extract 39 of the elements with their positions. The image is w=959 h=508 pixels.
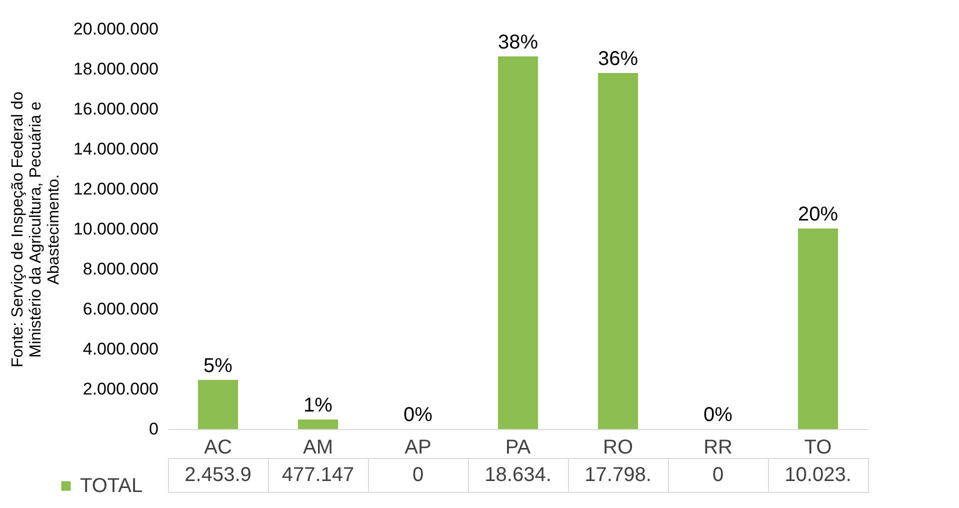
y-tick-label: 2.000.000 [82, 380, 158, 398]
annotation: 38% [498, 31, 538, 54]
annotation: 20% [798, 204, 838, 226]
annotation: 1% [304, 394, 333, 416]
y-tick-label: 16.000.000 [73, 100, 158, 118]
annotation: 36% [598, 48, 638, 70]
y-tick-label: 6.000.000 [82, 300, 158, 318]
y-tick-label: 12.000.000 [73, 180, 158, 198]
bar [298, 419, 338, 429]
x-tick-label: TO [804, 436, 832, 458]
annotation: 0% [704, 404, 733, 426]
bar [498, 56, 538, 429]
annotation: 0% [404, 404, 433, 426]
y-tick-label: 14.000.000 [73, 140, 158, 158]
y-tick-label: 8.000.000 [82, 260, 158, 278]
x-tick-label: AM [303, 436, 333, 458]
text: 477.147 [282, 464, 354, 486]
bar [198, 380, 238, 429]
text: 17.798. [584, 464, 652, 486]
text: 2.453.9 [184, 464, 252, 486]
y-tick-label: 10.000.000 [73, 220, 158, 238]
x-tick-label: RO [603, 436, 633, 458]
text: 18.634. [484, 464, 552, 486]
y-tick-label: 20.000.000 [73, 20, 158, 38]
text: 0 [712, 464, 724, 486]
annotation: 5% [204, 354, 233, 377]
text: 10.023. [784, 464, 852, 486]
y-tick-label: 4.000.000 [82, 340, 158, 358]
bar [798, 228, 838, 429]
legend-label: TOTAL [80, 475, 143, 497]
x-tick-label: RR [704, 436, 732, 458]
y-tick-label: 0 [149, 420, 158, 438]
y-axis-title: Fonte: Serviço de Inspeção Federal do Ministério da Agricultura, Pecuária e Abastecimento. [9, 92, 62, 368]
text: 0 [412, 464, 424, 486]
x-tick-label: AC [204, 436, 232, 458]
x-tick-label: AP [404, 436, 432, 458]
x-tick-label: PA [505, 436, 532, 458]
y-tick-label: 18.000.000 [73, 60, 158, 78]
bar [598, 73, 638, 429]
